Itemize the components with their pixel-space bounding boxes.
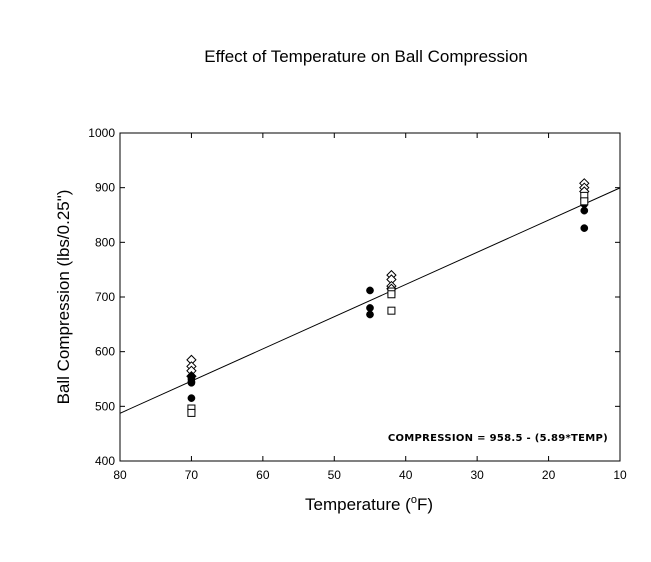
data-point-square	[580, 197, 589, 206]
regression-annotation: COMPRESSION = 958.5 - (5.89*TEMP)	[388, 433, 608, 444]
y-tick-label: 600	[95, 345, 115, 359]
y-tick-label: 700	[95, 290, 115, 304]
x-axis-label-unit: F)	[417, 495, 433, 514]
x-tick-label: 10	[613, 468, 627, 482]
data-point-square	[187, 408, 196, 417]
x-tick-label: 80	[113, 468, 127, 482]
plot-area: 80 70 60 50 40 30 20 10 1000 900 800 700 600 500 400	[88, 126, 627, 482]
data-point-circle	[580, 224, 589, 232]
x-tick-label: 30	[470, 468, 484, 482]
x-axis-label-main: Temperature (	[305, 495, 411, 514]
x-tick-label: 50	[328, 468, 342, 482]
data-point-circle	[187, 378, 196, 387]
data-point-circle	[580, 206, 589, 215]
data-point-circle	[366, 286, 374, 295]
x-tick-label: 20	[542, 468, 556, 482]
y-tick-label: 400	[95, 454, 115, 468]
x-tick-label: 40	[399, 468, 413, 482]
x-axis-label: Temperature (oF)	[305, 494, 433, 514]
y-tick-label: 900	[95, 181, 115, 195]
data-point-circle	[366, 304, 374, 312]
x-tick-label: 70	[185, 468, 199, 482]
y-axis-label: Ball Compression (lbs/0.25")	[54, 190, 73, 405]
x-axis-label-degree: o	[411, 494, 417, 506]
regression-line	[119, 187, 621, 414]
data-point-circle	[366, 310, 374, 319]
y-tick-label: 500	[95, 399, 115, 413]
chart-title: Effect of Temperature on Ball Compressio…	[204, 47, 527, 66]
y-tick-label: 1000	[88, 126, 115, 140]
data-point-square	[387, 306, 396, 315]
y-tick-label: 800	[95, 235, 115, 249]
data-point-circle	[187, 394, 196, 402]
x-tick-label: 60	[256, 468, 270, 482]
data-point-square	[387, 290, 396, 299]
